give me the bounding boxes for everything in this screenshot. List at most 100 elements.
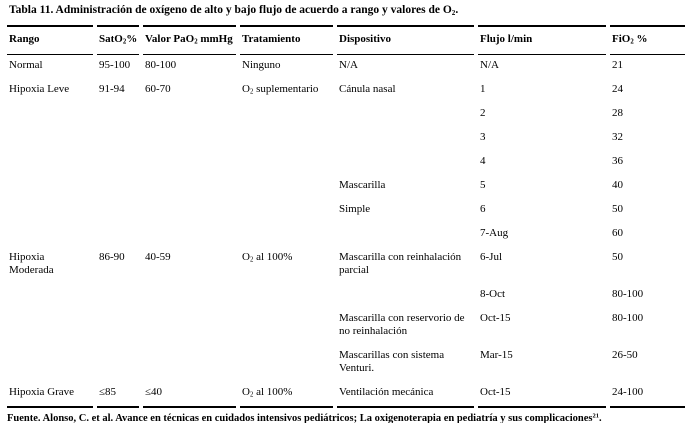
cell-rango [7, 175, 93, 199]
table-title: Tabla 11. Administración de oxígeno de a… [9, 4, 459, 17]
cell-flujo: Oct-15 [478, 382, 606, 408]
cell-fio2: 28 [612, 107, 623, 119]
cell-pao2 [143, 199, 236, 223]
cell-dispositivo [337, 151, 474, 175]
table-header-row: Rango SatO2% Valor PaO2 mmHg Tratamiento Dis… [7, 25, 685, 55]
cell-pao2: ≤40 [143, 382, 236, 408]
cell-tratamiento: Ninguno [242, 59, 281, 71]
cell-sato2: 91-94 [99, 83, 125, 95]
table-row: 3 32 [7, 127, 685, 151]
cell-fio2: 21 [612, 59, 623, 71]
table-row: Hipoxia Moderada 86-90 40-59 O2 al 100% Masc… [7, 247, 685, 284]
cell-sato2 [97, 199, 139, 223]
cell-rango [7, 223, 93, 247]
cell-sato2 [97, 103, 139, 127]
cell-tratamiento [240, 103, 333, 127]
table-row: Normal 95-100 80-100 Ninguno N/A N/A 21 [7, 55, 685, 79]
cell-tratamiento [240, 199, 333, 223]
cell-dispositivo: Mascarillas con sistema Venturi. [339, 349, 445, 374]
cell-fio2: 36 [612, 155, 623, 167]
column-header-tratamiento: Tratamiento [240, 25, 333, 55]
cell-rango [7, 284, 93, 308]
cell-tratamiento: O2 al 100% [240, 382, 333, 408]
cell-pao2 [143, 151, 236, 175]
cell-rango: Normal [9, 59, 43, 71]
cell-dispositivo: Ventilación mecánica [337, 382, 474, 408]
cell-tratamiento [240, 308, 333, 345]
cell-rango: Hipoxia Moderada [9, 251, 54, 276]
column-header-rango: Rango [7, 25, 93, 55]
cell-rango [7, 199, 93, 223]
table-row: Mascarilla 5 40 [7, 175, 685, 199]
cell-tratamiento: O2 al 100% [242, 251, 293, 264]
cell-dispositivo: Mascarilla [339, 179, 386, 191]
cell-pao2: 60-70 [145, 83, 171, 95]
cell-fio2: 40 [612, 179, 623, 191]
cell-dispositivo [337, 103, 474, 127]
cell-rango: Hipoxia Leve [9, 83, 70, 95]
table-row: Simple 6 50 [7, 199, 685, 223]
table-row: 4 36 [7, 151, 685, 175]
cell-sato2 [97, 308, 139, 345]
cell-fio2: 50 [612, 251, 623, 263]
cell-flujo: Mar-15 [480, 349, 513, 361]
cell-pao2: 80-100 [145, 59, 177, 71]
cell-sato2 [97, 223, 139, 247]
cell-flujo: 8-Oct [480, 288, 506, 300]
cell-fio2: 32 [612, 131, 623, 143]
column-header-pao2: Valor PaO2 mmHg [143, 25, 236, 55]
cell-pao2 [143, 175, 236, 199]
cell-tratamiento [240, 223, 333, 247]
cell-rango [7, 127, 93, 151]
cell-pao2 [143, 345, 236, 382]
cell-tratamiento: O2 suplementario [242, 83, 319, 96]
table-body: Normal 95-100 80-100 Ninguno N/A N/A 21 Hipoxia… [7, 55, 685, 408]
column-header-dispositivo: Dispositivo [337, 25, 474, 55]
cell-dispositivo: Mascarilla con reinhalación parcial [339, 251, 462, 276]
cell-tratamiento [240, 284, 333, 308]
cell-dispositivo: Cánula nasal [339, 83, 396, 95]
cell-fio2: 50 [612, 203, 623, 215]
cell-flujo: 1 [480, 83, 486, 95]
cell-flujo: 3 [480, 131, 486, 143]
cell-dispositivo: N/A [339, 59, 358, 71]
cell-fio2: 24-100 [610, 382, 685, 408]
table-row: Mascarilla con reservorio de no reinhala… [7, 308, 685, 345]
source-note: Fuente. Alonso, C. et al. Avance en técn… [7, 412, 602, 423]
cell-flujo: 2 [480, 107, 486, 119]
cell-flujo: 4 [480, 155, 486, 167]
cell-flujo: 6-Jul [480, 251, 502, 263]
cell-sato2 [97, 175, 139, 199]
cell-sato2 [97, 284, 139, 308]
cell-dispositivo [337, 223, 474, 247]
cell-fio2: 80-100 [612, 288, 644, 300]
cell-tratamiento [240, 345, 333, 382]
cell-flujo: N/A [480, 59, 499, 71]
cell-dispositivo: Simple [339, 203, 371, 215]
cell-dispositivo [337, 284, 474, 308]
table-row: Mascarillas con sistema Venturi. Mar-15 26… [7, 345, 685, 382]
cell-pao2 [143, 223, 236, 247]
table-row: Hipoxia Leve 91-94 60-70 O2 suplementario Cá… [7, 79, 685, 103]
cell-pao2: 40-59 [145, 251, 171, 263]
table-row: Hipoxia Grave ≤85 ≤40 O2 al 100% Ventilación… [7, 382, 685, 408]
table-row: 8-Oct 80-100 [7, 284, 685, 308]
cell-tratamiento [240, 175, 333, 199]
cell-fio2: 24 [612, 83, 623, 95]
header-row: Rango SatO2% Valor PaO2 mmHg Tratamiento Dis… [7, 25, 685, 55]
cell-dispositivo [337, 127, 474, 151]
cell-pao2 [143, 103, 236, 127]
oxygen-table: Rango SatO2% Valor PaO2 mmHg Tratamiento Dis… [3, 25, 689, 408]
cell-pao2 [143, 308, 236, 345]
cell-sato2 [97, 127, 139, 151]
cell-tratamiento [240, 127, 333, 151]
cell-dispositivo: Mascarilla con reservorio de no reinhala… [339, 312, 465, 337]
table-row: 2 28 [7, 103, 685, 127]
cell-flujo: 6 [480, 203, 486, 215]
column-header-fio2: FiO2 % [610, 25, 685, 55]
cell-sato2 [97, 151, 139, 175]
cell-fio2: 26-50 [612, 349, 638, 361]
cell-flujo: 5 [480, 179, 486, 191]
column-header-sato2: SatO2% [97, 25, 139, 55]
cell-sato2: 86-90 [99, 251, 125, 263]
